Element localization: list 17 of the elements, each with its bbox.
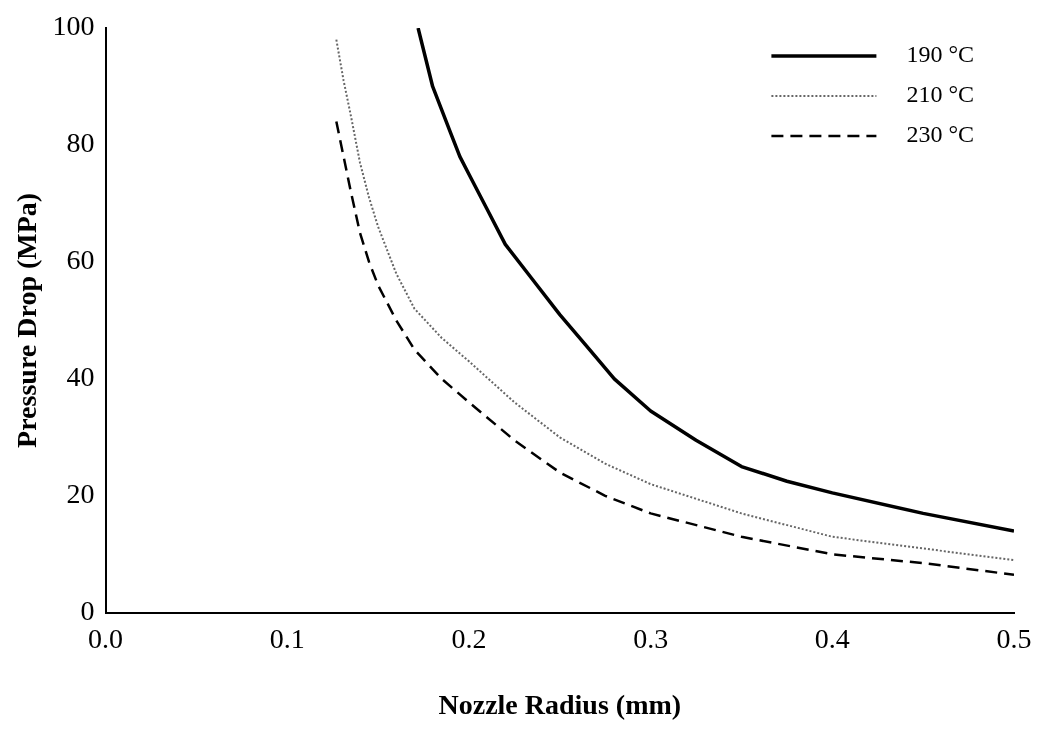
- legend-label: 190 °C: [906, 41, 974, 68]
- x-tick-label: 0.5: [996, 622, 1032, 654]
- legend-label: 230 °C: [906, 121, 974, 148]
- y-tick-label: 80: [66, 127, 95, 159]
- y-tick-label: 100: [52, 10, 95, 42]
- legend-label: 210 °C: [906, 81, 974, 108]
- x-tick-label: 0.3: [633, 622, 669, 654]
- x-tick-label: 0.4: [814, 622, 850, 654]
- x-tick-label: 0.1: [269, 622, 305, 654]
- x-tick-label: 0.2: [451, 622, 487, 654]
- y-tick-label: 20: [66, 478, 95, 510]
- line-series: [335, 38, 1014, 562]
- y-tick-label: 40: [66, 361, 95, 393]
- line-series: [335, 120, 1014, 577]
- y-axis-title: Pressure Drop (MPa): [11, 192, 43, 448]
- y-tick-label: 60: [66, 244, 95, 276]
- x-axis-title: Nozzle Radius (mm): [438, 689, 682, 721]
